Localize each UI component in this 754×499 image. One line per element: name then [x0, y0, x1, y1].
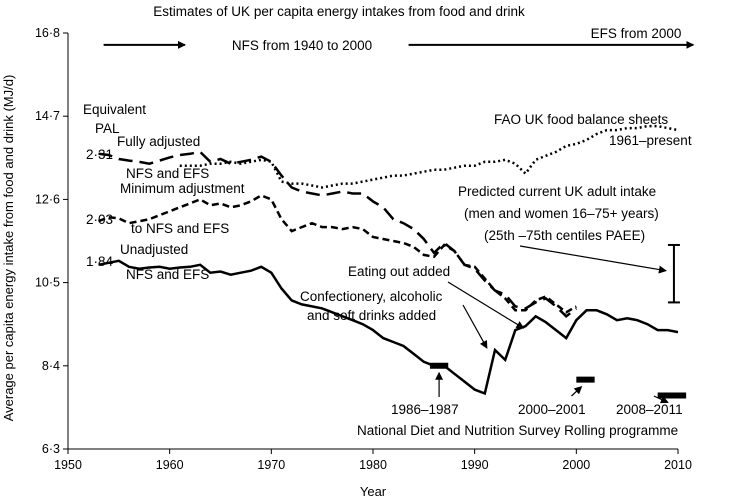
pal-value-unadjusted: 1·84	[86, 254, 114, 269]
x-tick-label: 1990	[461, 458, 489, 472]
annotation-confectionery-line2: and soft drinks added	[307, 308, 436, 323]
series-line-minimum-adjustment	[98, 194, 577, 314]
ndns-label-2008-2011: 2008–2011	[616, 402, 683, 417]
series-label-minimum-adjustment-line1: Minimum adjustment	[120, 181, 245, 196]
pal-value-fully-adjusted: 2·31	[86, 147, 113, 162]
predicted-label-line2: (men and women 16–75+ years)	[464, 206, 659, 221]
y-tick-label: 6·3	[42, 442, 60, 456]
ndns-label-2000-2001: 2000–2001	[518, 402, 586, 417]
predicted-label-line3: (25th –75th centiles PAEE)	[484, 228, 645, 243]
y-tick-label: 8·4	[42, 359, 60, 373]
x-tick-label: 1980	[359, 458, 387, 472]
x-tick-label: 2010	[664, 458, 692, 472]
ndns-arrow-2000-2001	[571, 385, 583, 397]
series-line-fao	[179, 124, 679, 189]
ndns-arrow-2008-2011	[653, 395, 669, 404]
series-label-unadjusted-line2: NFS and EFS	[126, 267, 209, 282]
chart-title: Estimates of UK per capita energy intake…	[153, 4, 525, 19]
y-tick-label: 16·8	[35, 26, 60, 40]
annotation-eating-out: Eating out added	[348, 264, 450, 279]
series-label-fao-line2: 1961–present	[609, 133, 692, 148]
x-axis-label: Year	[360, 484, 387, 499]
x-tick-label: 1960	[156, 458, 184, 472]
pal-header-line2: PAL	[95, 121, 120, 136]
y-tick-label: 12·6	[35, 192, 60, 206]
series-label-fully-adjusted-line1: Fully adjusted	[117, 134, 200, 149]
efs-period-label: EFS from 2000	[591, 26, 682, 41]
annotation-eating-out-arrow	[447, 281, 525, 329]
x-tick-label: 1970	[257, 458, 285, 472]
series-label-minimum-adjustment-line2: to NFS and EFS	[131, 221, 229, 236]
series-label-fao-line1: FAO UK food balance sheets	[494, 112, 668, 127]
x-tick-label: 1950	[54, 458, 82, 472]
nfs-period-label: NFS from 1940 to 2000	[232, 38, 372, 53]
annotation-confectionery-line1: Confectionery, alcoholic	[300, 289, 443, 304]
y-tick-label: 10·5	[35, 276, 60, 290]
series-label-unadjusted-line1: Unadjusted	[120, 242, 188, 257]
ndns-programme-label: National Diet and Nutrition Survey Rolli…	[357, 423, 678, 438]
predicted-arrow	[519, 245, 667, 274]
series-line-unadjusted	[98, 259, 679, 396]
series-label-fully-adjusted-line2: NFS and EFS	[126, 166, 209, 181]
pal-value-minimum-adjustment: 2·03	[86, 212, 113, 227]
y-axis-label: Average per capita energy intake from fo…	[1, 75, 16, 422]
x-tick-label: 2000	[562, 458, 590, 472]
y-tick-label: 14·7	[35, 109, 60, 123]
predicted-label-line1: Predicted current UK adult intake	[458, 184, 656, 199]
annotation-confectionery-arrow	[462, 304, 488, 349]
ndns-label-1986-1987: 1986–1987	[391, 402, 459, 417]
pal-header-line1: Equivalent	[83, 102, 146, 117]
